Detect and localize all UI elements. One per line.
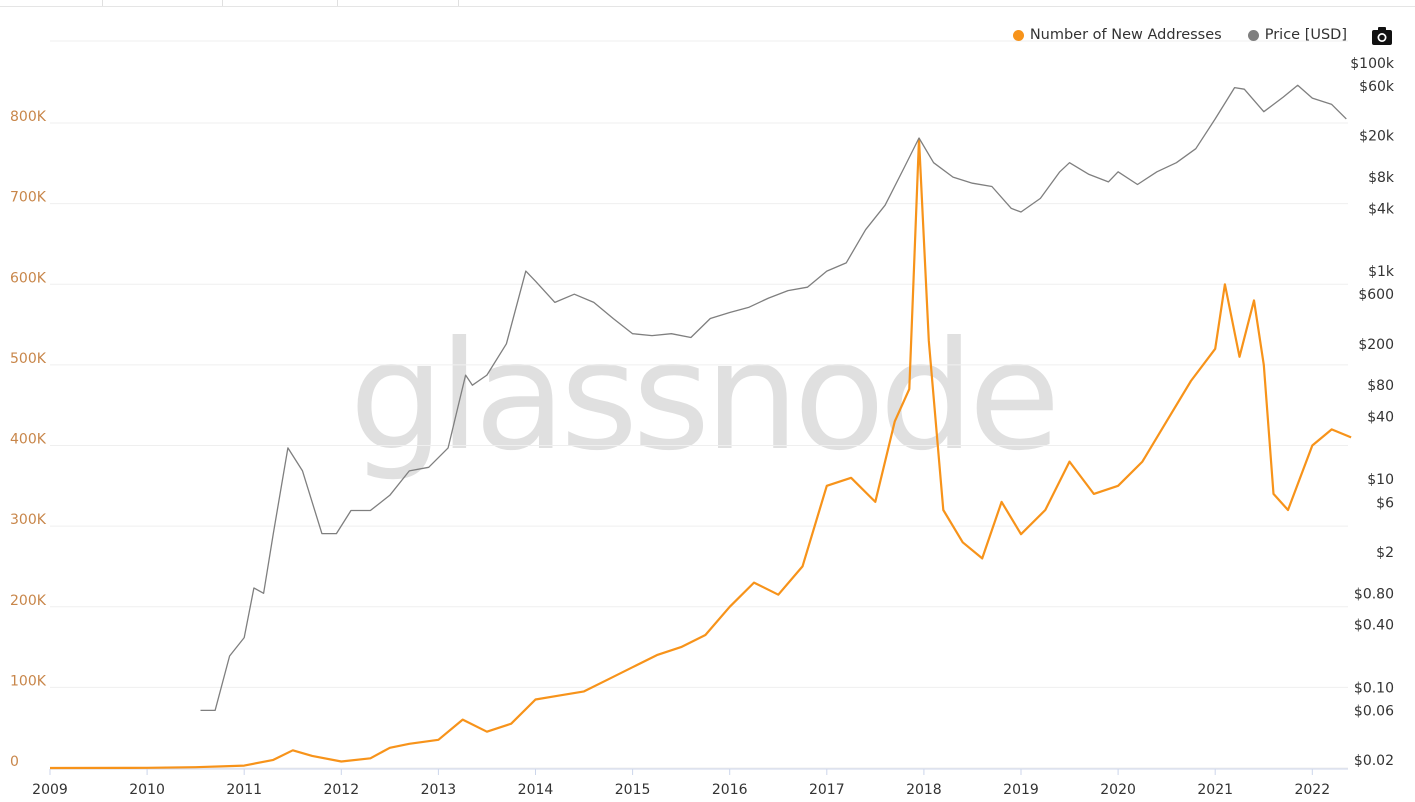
left-tick-label: 0 <box>10 754 19 770</box>
right-tick-label: $6 <box>1376 495 1394 511</box>
left-axis: 0 100K 200K 300K 400K 500K 600K 700K 800K <box>10 109 47 770</box>
x-tick-label: 2021 <box>1197 782 1233 798</box>
new-addresses-line <box>49 138 1352 770</box>
x-tick-label: 2009 <box>32 782 68 798</box>
left-tick-label: 800K <box>10 109 47 125</box>
x-tick-label: 2016 <box>712 782 748 798</box>
right-tick-label: $60k <box>1359 79 1395 95</box>
x-tick-label: 2022 <box>1294 782 1330 798</box>
right-tick-label: $0.10 <box>1354 680 1394 696</box>
right-tick-label: $8k <box>1368 170 1395 186</box>
left-tick-label: 400K <box>10 432 47 448</box>
price-line <box>200 84 1347 712</box>
toolbar-separator <box>222 0 223 6</box>
right-tick-label: $10 <box>1367 472 1394 488</box>
right-tick-label: $40 <box>1367 410 1394 426</box>
right-tick-label: $0.80 <box>1354 586 1394 602</box>
x-axis: 2009 2010 2011 2012 2013 2014 2015 2016 2017 2018… <box>32 768 1348 798</box>
x-tick-label: 2015 <box>615 782 651 798</box>
legend-item-price[interactable]: Price [USD] <box>1247 27 1347 43</box>
right-tick-label: $100k <box>1350 56 1395 72</box>
right-tick-label: $2 <box>1376 545 1394 561</box>
x-tick-label: 2017 <box>809 782 845 798</box>
right-axis: $0.02 $0.06 $0.10 $0.40 $0.80 $2 $6 $10 $40 $80 $2… <box>1350 56 1395 769</box>
toolbar-separator <box>337 0 338 6</box>
left-tick-label: 700K <box>10 190 47 206</box>
right-tick-label: $4k <box>1368 201 1395 217</box>
left-tick-label: 200K <box>10 593 47 609</box>
x-tick-label: 2019 <box>1003 782 1039 798</box>
right-tick-label: $20k <box>1359 129 1395 145</box>
right-tick-label: $0.40 <box>1354 618 1394 634</box>
toolbar-separator <box>102 0 103 6</box>
x-tick-label: 2018 <box>906 782 942 798</box>
left-tick-label: 500K <box>10 351 47 367</box>
camera-icon[interactable] <box>1371 26 1393 46</box>
x-tick-label: 2012 <box>323 782 359 798</box>
legend-item-new-addresses[interactable]: Number of New Addresses <box>1012 27 1222 43</box>
right-tick-label: $80 <box>1367 378 1394 394</box>
series-group <box>49 84 1352 770</box>
legend: Number of New Addresses Price [USD] <box>1012 27 1347 43</box>
legend-dot-icon <box>1247 29 1259 41</box>
right-tick-label: $200 <box>1358 337 1394 353</box>
x-tick-label: 2014 <box>518 782 554 798</box>
left-tick-label: 300K <box>10 512 47 528</box>
gridlines <box>50 40 1348 769</box>
legend-dot-icon <box>1012 29 1024 41</box>
left-tick-label: 100K <box>10 673 47 689</box>
toolbar-separator <box>458 0 459 6</box>
right-tick-label: $0.06 <box>1354 703 1394 719</box>
x-tick-label: 2011 <box>226 782 262 798</box>
toolbar-strip <box>0 0 1415 7</box>
right-tick-label: $1k <box>1368 264 1395 280</box>
x-tick-label: 2013 <box>421 782 457 798</box>
right-tick-label: $600 <box>1358 287 1394 303</box>
x-tick-label: 2020 <box>1100 782 1136 798</box>
x-tick-label: 2010 <box>129 782 165 798</box>
legend-label: Price [USD] <box>1264 27 1347 43</box>
left-tick-label: 600K <box>10 270 47 286</box>
right-tick-label: $0.02 <box>1354 753 1394 769</box>
watermark: glassnode <box>349 310 1054 484</box>
legend-label: Number of New Addresses <box>1029 27 1222 43</box>
